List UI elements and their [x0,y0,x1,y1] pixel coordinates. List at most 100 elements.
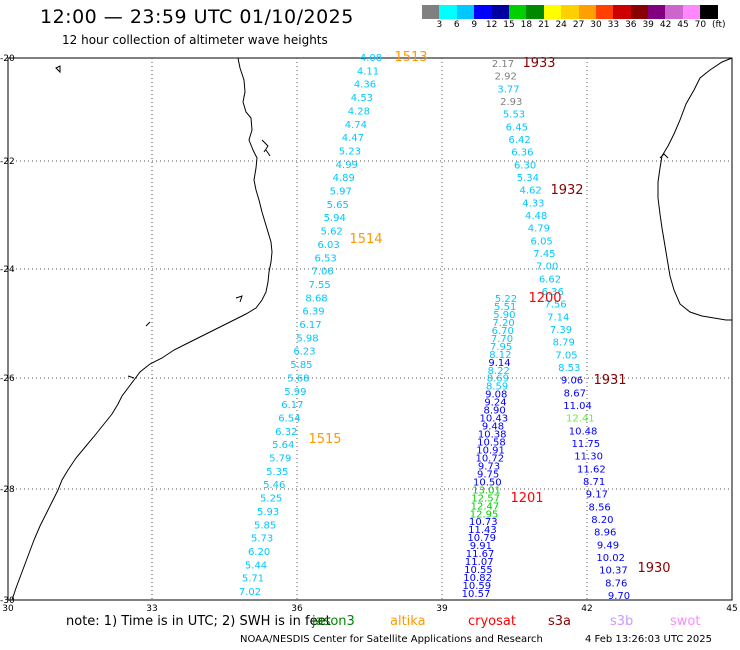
track-1933-value: 10.48 [569,426,598,437]
track-1513-value: 4.08 [360,53,382,64]
lon-label: 42 [581,604,592,614]
track-1200-value: 6.70 [492,326,514,337]
color-swatch [422,5,440,19]
map-frame [7,57,733,601]
track-1513-value: 5.79 [269,454,291,465]
track-1200-value: 7.20 [492,318,514,329]
track-1933-value: 5.34 [517,173,539,184]
track-1200-value: 9.73 [478,461,500,472]
track-1933-value: 8.71 [583,477,605,488]
track-1513-value: 5.73 [251,534,273,545]
track-1200-value: 10.55 [464,565,493,576]
track-1513-value: 5.35 [266,467,288,478]
longitude-labels: 30 33 36 39 42 45 [2,604,737,614]
track-1933-value: 4.33 [522,198,544,209]
track-1513-value: 5.64 [272,440,294,451]
color-scale-tick: 18 [520,20,533,30]
color-swatch [595,5,614,19]
track-1200-value: 12.95 [470,509,499,520]
track-1513-value: 4.28 [348,106,370,117]
satellite-legend-item: jason3 [312,614,355,629]
track-1200-value: 10.57 [462,589,491,600]
madagascar-coastline [657,57,733,321]
color-scale-tick: 12 [485,20,498,30]
track-1933-value: 7.14 [547,312,569,323]
satellite-legend-item: s3a [548,614,572,629]
track-1513-value: 5.93 [257,507,279,518]
track-1933-value: 7.45 [533,249,555,260]
track-1200-value: 10.91 [476,445,505,456]
track-1933-value: 6.05 [531,236,553,247]
track-1933-value: 9.70 [608,591,630,602]
track-1933-value: 6.36 [542,287,564,298]
track-1513-value: 6.39 [302,307,324,318]
color-swatch [665,5,683,19]
credit-line: NOAA/NESDIS Center for Satellite Applica… [240,634,543,645]
color-swatch [578,5,596,19]
color-swatch [682,5,701,19]
color-swatch [648,5,666,19]
track-1933-value: 8.53 [558,363,580,374]
lat-label: -26 [0,374,15,384]
color-scale-legend: 3 6 9 12 15 18 21 24 27 30 33 36 39 42 45 70 (ft) [422,5,740,33]
track-1933-value: 9.49 [597,540,619,551]
track-1200-value: 12.57 [471,493,500,504]
track-1200-value: 10.38 [478,430,507,441]
color-swatch [700,5,718,19]
track-1200-value: 5.22 [495,294,517,305]
track-1513-value: 5.68 [287,373,309,384]
track-1933-value: 3.77 [497,84,519,95]
track-1513-value: 4.74 [345,120,367,131]
track-1933-value: 6.36 [511,148,533,159]
color-swatch [456,5,475,19]
track-1200-value: 5.90 [493,310,515,321]
inlet-marks [127,139,271,379]
track-1933-value: 7.39 [550,325,572,336]
map-subtitle: 12 hour collection of altimeter wave hei… [62,33,328,47]
lon-label: 39 [436,604,448,614]
track-1513-value: 5.46 [263,480,285,491]
color-swatch [474,5,492,19]
color-scale-tick: 39 [642,20,654,30]
track-1933-value: 2.92 [495,72,517,83]
track-1513-value: 7.55 [308,280,330,291]
color-scale-labels: 3 6 9 12 15 18 21 24 27 30 33 36 39 42 45 70 (ft) [422,19,740,33]
track-1513-value: 5.99 [284,387,306,398]
track-1933-value: 8.56 [589,502,611,513]
track-1200-value: 8.12 [489,350,511,361]
lon-label: 30 [2,604,14,614]
track-1200-value: 9.48 [482,422,504,433]
track-1200-value: 13.01 [472,485,501,496]
track-1200-value: 11.43 [468,525,497,536]
track-1513-value: 5.94 [324,213,346,224]
africa-coastline [11,57,273,601]
track-1933-value: 7.00 [536,262,558,273]
track-1933-value: 8.67 [564,388,586,399]
track-1200-value: 8.22 [488,366,510,377]
track-1513-value: 5.97 [330,187,352,198]
track-1200-value: 10.50 [473,477,502,488]
color-swatch [491,5,509,19]
latitude-labels: -20 -22 -24 -26 -28 -30 [0,54,15,606]
color-scale-tick: 21 [538,20,550,30]
track-1933-value: 10.02 [596,553,625,564]
satellite-legend-item: s3b [610,614,634,629]
pass-label: 1932 [550,183,583,198]
track-1933-value: 7.05 [555,350,577,361]
color-scale-tick: 42 [659,20,672,30]
color-swatch [439,5,457,19]
track-1513-value: 4.53 [351,93,373,104]
island-marks [55,65,669,159]
generated-timestamp: 4 Feb 13:26:03 UTC 2025 [585,634,712,645]
track-1200-value: 10.73 [469,517,498,528]
color-scale-tick: 15 [503,20,515,30]
lat-label: -20 [0,54,15,64]
track-1933-value: 9.06 [561,376,583,387]
track-1933-value: 11.75 [572,439,601,450]
satellite-legend-item: cryosat [468,614,516,629]
pass-label: 1515 [308,432,341,447]
track-1513-value: 5.62 [321,227,343,238]
track-1200-value: 8.59 [486,382,508,393]
